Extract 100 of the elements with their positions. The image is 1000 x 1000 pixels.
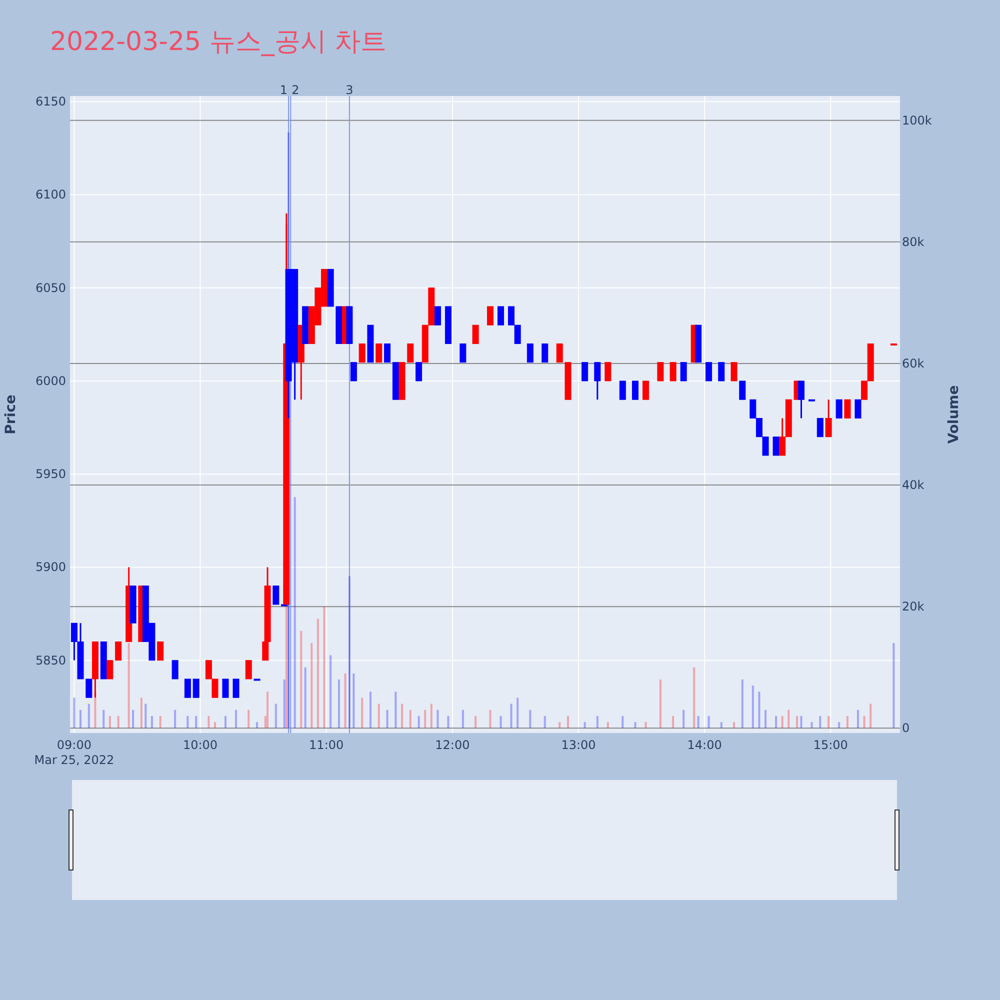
bar (132, 710, 134, 728)
candlestick (222, 678, 229, 698)
bar (300, 630, 302, 728)
bar (140, 698, 142, 728)
bar (401, 704, 403, 728)
y-tick-label: 5900 (35, 560, 66, 574)
x-tick-label: 11:00 (309, 738, 344, 752)
candlestick (526, 342, 534, 364)
bar (369, 692, 372, 728)
bar (800, 716, 802, 728)
bar (659, 680, 662, 728)
bar (622, 716, 624, 728)
bar (214, 722, 216, 728)
y2-axis-title: Volume (946, 385, 962, 444)
candlestick (245, 660, 252, 680)
bar (224, 716, 226, 728)
candlestick (619, 380, 626, 400)
candlestick (798, 380, 804, 419)
x-tick-label: 15:00 (813, 738, 848, 752)
bar (529, 710, 532, 728)
bar (378, 704, 380, 728)
candlestick (730, 362, 738, 382)
y2-tick-label: 0 (902, 721, 910, 736)
bar (752, 686, 754, 728)
candlestick (718, 362, 725, 382)
bar (394, 692, 397, 728)
bar (775, 716, 778, 728)
bar (264, 716, 266, 728)
candlestick (542, 342, 548, 364)
bar (195, 716, 198, 728)
bar (892, 643, 895, 728)
bar (447, 716, 450, 728)
bar (489, 710, 492, 728)
candlestick (657, 362, 664, 382)
bar (430, 704, 432, 728)
ref-line-label: 1 (280, 83, 288, 97)
bar (274, 704, 277, 728)
chart-title: 2022-03-25 뉴스_공시 차트 (50, 27, 387, 57)
x-tick-label: 14:00 (687, 738, 722, 752)
bar (606, 722, 609, 728)
bar (248, 710, 250, 728)
candlestick (460, 342, 466, 364)
bar (266, 692, 269, 728)
bar (235, 710, 237, 728)
bar (516, 698, 519, 728)
x-tick-label: 09:00 Mar 25, 2022 (34, 738, 114, 767)
bar (720, 722, 722, 728)
bar (697, 716, 700, 728)
candlestick (272, 585, 280, 606)
bar (186, 716, 189, 728)
bar (788, 710, 790, 728)
bar (323, 606, 326, 728)
x-tick-label: 12:00 (435, 738, 470, 752)
bar (144, 704, 147, 728)
bar (644, 722, 647, 728)
bar (436, 710, 439, 728)
bar (283, 680, 286, 728)
bar (558, 722, 561, 728)
bar (352, 673, 355, 728)
bar (781, 716, 784, 728)
bar (741, 680, 744, 728)
bar (294, 497, 296, 728)
bar (386, 710, 388, 728)
bar (208, 716, 210, 728)
candlestick (157, 640, 164, 662)
bar (108, 716, 111, 728)
bar (256, 722, 258, 728)
candlestick (184, 678, 191, 698)
bar (117, 716, 120, 728)
bar (344, 673, 346, 728)
candlestick (192, 678, 200, 698)
bar (596, 716, 598, 728)
candlestick (670, 362, 676, 382)
y2-tick-label: 20k (902, 600, 924, 614)
bar (682, 710, 685, 728)
y-tick-label: 6100 (35, 188, 66, 202)
bar (510, 704, 512, 728)
bar (418, 716, 420, 728)
y2-tick-label: 80k (902, 234, 924, 249)
candlestick (232, 678, 240, 698)
bar (634, 722, 636, 728)
bar (330, 655, 332, 728)
bar (856, 710, 859, 728)
candlestick (106, 660, 114, 680)
bar (733, 722, 735, 728)
bar (348, 576, 350, 728)
bar (846, 716, 848, 728)
candlestick (825, 398, 832, 438)
ref-line-label: 3 (346, 83, 354, 97)
bar (304, 667, 306, 728)
bar (409, 710, 412, 728)
candlestick (384, 342, 391, 364)
bar (796, 716, 798, 728)
candlestick (706, 362, 712, 382)
candlestick (472, 324, 479, 344)
bar (73, 698, 76, 728)
y-axis-title: Price (3, 394, 19, 434)
bar (88, 704, 90, 728)
bar (316, 618, 319, 728)
candlestick (115, 640, 122, 662)
